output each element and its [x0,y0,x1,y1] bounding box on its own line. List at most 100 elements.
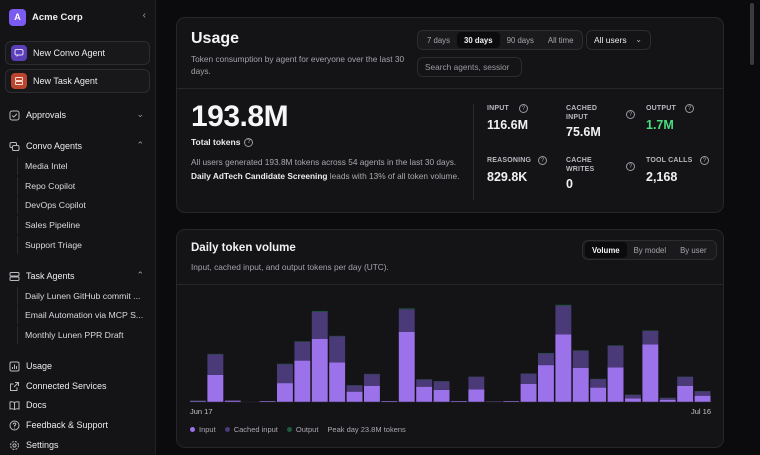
bar-input-jun-21[interactable] [259,401,276,402]
sidebar-item-devops-copilot[interactable]: DevOps Copilot [17,196,150,214]
x-tick-label: Jul 16 [691,407,712,416]
bar-input-jul-15[interactable] [677,385,694,402]
bar-input-jul-2[interactable] [451,401,467,402]
bar-cached-input-jul-16[interactable] [694,391,711,396]
bar-cached-input-jul-11[interactable] [607,345,624,368]
bar-cached-input-jun-24[interactable] [311,312,328,339]
bar-input-jul-5[interactable] [503,401,520,402]
bar-input-jun-22[interactable] [277,383,293,402]
bar-input-jun-25[interactable] [329,362,346,402]
sidebar-item-media-intel[interactable]: Media Intel [17,157,150,175]
bar-cached-input-jul-8[interactable] [555,305,572,335]
bar-input-jun-29[interactable] [398,331,415,402]
bar-input-jul-7[interactable] [538,365,554,402]
help-icon[interactable]: ? [700,156,709,165]
bar-input-jul-11[interactable] [607,367,624,402]
view-volume[interactable]: Volume [585,242,627,258]
range-30-days[interactable]: 30 days [456,32,500,48]
sidebar-item-support-triage[interactable]: Support Triage [17,236,150,254]
nav-usage[interactable]: Usage [9,358,149,374]
help-icon[interactable]: ? [519,104,528,113]
bar-cached-input-jul-15[interactable] [677,376,694,386]
nav-settings[interactable]: Settings [9,437,149,453]
bar-input-jun-23[interactable] [294,360,311,402]
bar-cached-input-jul-6[interactable] [520,373,537,384]
bar-cached-input-jul-13[interactable] [642,330,659,345]
bar-cached-input-jun-23[interactable] [294,341,311,361]
help-icon[interactable]: ? [685,104,694,113]
nav-approvals[interactable]: Approvals ⌄ [9,107,149,123]
sidebar-item-repo-copilot[interactable]: Repo Copilot [17,177,150,195]
bar-input-jul-13[interactable] [642,344,659,402]
stat-cache-writes-value: 0 [566,176,573,191]
new-task-agent-button[interactable]: New Task Agent [5,69,150,93]
bar-input-jul-12[interactable] [625,398,641,402]
range-all-time[interactable]: All time [547,35,574,45]
bar-cached-input-jun-30[interactable] [416,379,433,387]
bar-cached-input-jun-22[interactable] [277,364,293,384]
range-90-days[interactable]: 90 days [506,35,534,45]
bar-input-jul-14[interactable] [659,399,676,402]
new-convo-agent-button[interactable]: New Convo Agent [5,41,150,65]
bar-cached-input-jun-26[interactable] [346,385,363,392]
sidebar-item-sales-pipeline[interactable]: Sales Pipeline [17,216,150,234]
range-7-days[interactable]: 7 days [427,35,450,45]
bar-cached-input-jul-14[interactable] [659,397,676,400]
bar-input-jun-28[interactable] [381,401,398,402]
bar-cached-input-jun-18[interactable] [207,354,224,375]
bar-cached-input-jul-3[interactable] [468,376,485,390]
collapse-sidebar-icon[interactable]: ‹ [142,10,146,21]
bar-input-jun-27[interactable] [364,385,380,402]
scrollbar[interactable] [746,0,760,455]
bar-input-jun-17[interactable] [190,401,206,402]
bar-cached-input-jul-9[interactable] [572,350,589,368]
bar-input-jun-19[interactable] [224,400,241,402]
view-by-user[interactable]: By user [680,245,707,255]
bar-cached-input-jul-1[interactable] [433,381,450,390]
bar-cached-input-jul-7[interactable] [538,353,554,366]
nav-connected-services[interactable]: Connected Services [9,378,149,394]
bar-input-jun-24[interactable] [311,339,328,402]
bar-cached-input-jun-29[interactable] [398,309,415,332]
help-icon[interactable]: ? [626,162,635,171]
nav-convo-agents[interactable]: Convo Agents ⌃ [9,138,149,154]
bar-input-jul-9[interactable] [572,367,589,402]
nav-docs-label: Docs [26,400,47,410]
bar-input-jul-3[interactable] [468,389,485,402]
bar-input-jul-16[interactable] [694,395,711,402]
bar-output-jun-24[interactable] [311,311,328,312]
bar-input-jun-30[interactable] [416,386,433,402]
bar-input-jul-10[interactable] [590,387,607,402]
org-switcher[interactable]: A Acme Corp ‹ [9,8,149,26]
search-input[interactable]: Search agents, sessior [417,57,522,77]
bar-cached-input-jul-12[interactable] [625,394,641,399]
bar-cached-input-jun-27[interactable] [364,374,380,386]
help-icon[interactable]: ? [244,137,254,147]
x-tick-label: Jun 17 [190,407,213,416]
nav-feedback-support[interactable]: Feedback & Support [9,417,149,433]
help-icon[interactable]: ? [626,110,635,119]
bar-input-jul-6[interactable] [520,384,537,402]
users-filter-dropdown[interactable]: All users ⌄ [586,30,651,50]
bar-input-jul-1[interactable] [433,389,450,402]
legend-peak-label: Peak day 23.8M tokens [327,425,406,434]
stat-output-label: OUTPUT [646,105,676,112]
nav-settings-label: Settings [26,440,59,450]
sidebar-item-email-automation[interactable]: Email Automation via MCP S... [17,306,150,324]
nav-docs[interactable]: Docs [9,397,149,413]
usage-summary: All users generated 193.8M tokens across… [191,156,461,183]
bar-output-jun-29[interactable] [398,308,415,310]
daily-token-chart [190,304,712,403]
bar-input-jun-18[interactable] [207,375,224,402]
sidebar-item-monthly-lunen[interactable]: Monthly Lunen PPR Draft [17,326,150,344]
help-icon[interactable]: ? [538,156,547,165]
bar-input-jul-8[interactable] [555,334,572,403]
sidebar-item-daily-lunen[interactable]: Daily Lunen GitHub commit ... [17,287,150,305]
nav-task-agents[interactable]: Task Agents ⌃ [9,268,149,284]
view-by-model[interactable]: By model [633,245,667,255]
bar-cached-input-jun-25[interactable] [329,336,346,363]
bar-input-jun-26[interactable] [346,391,363,402]
bar-cached-input-jul-10[interactable] [590,379,607,388]
scrollbar-thumb[interactable] [750,3,754,65]
bar-output-jul-8[interactable] [555,304,572,306]
